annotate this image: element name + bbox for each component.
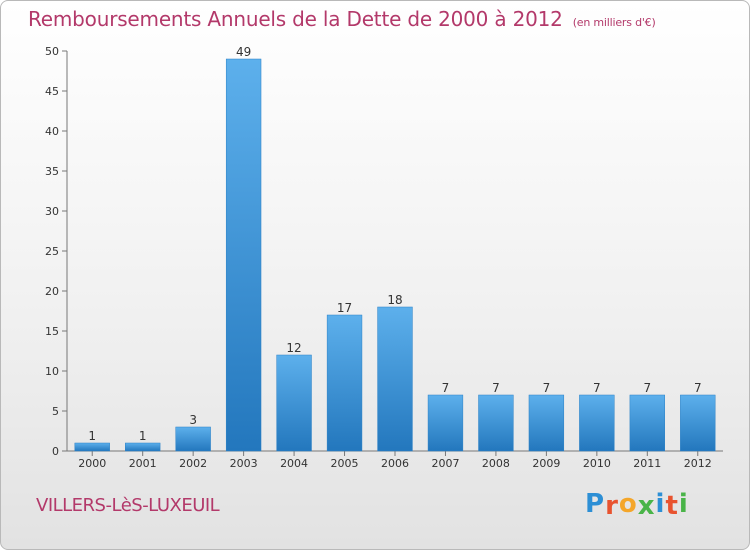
y-tick-label: 20: [45, 285, 59, 298]
bar-value-label: 7: [694, 381, 702, 395]
bar: [225, 58, 262, 452]
bar-value-label: 7: [442, 381, 450, 395]
y-tick-label: 15: [45, 325, 59, 338]
chart-axes: 0 5 10 15 20 25 30 35 40 45 50 2000 2001 2002 2003 2004…: [45, 45, 723, 470]
x-tick-label: 2010: [583, 457, 611, 470]
chart-title: Remboursements Annuels de la Dette de 20…: [28, 7, 656, 31]
bar: [680, 394, 716, 452]
bar-value-label: 18: [387, 293, 402, 307]
chart-bars: [74, 58, 716, 452]
bar: [528, 394, 565, 452]
bar-value-label: 12: [286, 341, 301, 355]
bar: [377, 306, 413, 452]
y-tick-label: 25: [45, 245, 59, 258]
bar-value-label: 7: [492, 381, 500, 395]
bar-value-label: 17: [337, 301, 352, 315]
bar-value-label: 49: [236, 45, 251, 59]
y-tick-label: 10: [45, 365, 59, 378]
bar: [276, 354, 312, 452]
x-tick-label: 2009: [532, 457, 560, 470]
chart-title-text: Remboursements Annuels de la Dette de 20…: [28, 7, 563, 31]
x-tick-label: 2002: [179, 457, 207, 470]
x-tick-label: 2007: [431, 457, 459, 470]
bar-value-label: 3: [189, 413, 197, 427]
y-tick-label: 35: [45, 165, 59, 178]
x-tick-label: 2011: [633, 457, 661, 470]
x-tick-label: 2001: [129, 457, 157, 470]
logo-letter: o: [618, 489, 638, 519]
x-tick-label: 2004: [280, 457, 308, 470]
logo-letter: i: [678, 489, 689, 519]
bar-value-label: 7: [593, 381, 601, 395]
bar: [326, 314, 363, 452]
bar: [427, 394, 464, 452]
chart-labels: 1 1 3 49 12 17 18 7 7 7 7 7 7: [88, 45, 701, 443]
y-tick-label: 50: [45, 45, 59, 58]
bar: [478, 394, 514, 452]
logo-letter: x: [637, 491, 656, 521]
y-tick-label: 45: [45, 85, 59, 98]
proxiti-logo: Proxiti: [585, 489, 689, 521]
x-tick-label: 2012: [684, 457, 712, 470]
logo-letter: r: [605, 491, 619, 521]
y-tick-label: 5: [52, 405, 59, 418]
bar: [629, 394, 665, 452]
bar: [579, 394, 615, 452]
bar-value-label: 1: [139, 429, 147, 443]
bar: [125, 442, 161, 452]
bar-value-label: 7: [543, 381, 551, 395]
chart-unit: (en milliers d'€): [572, 16, 656, 29]
bar-value-label: 1: [88, 429, 96, 443]
commune-name: VILLERS-LèS-LUXEUIL: [36, 495, 220, 516]
bar: [74, 442, 110, 452]
y-tick-label: 30: [45, 205, 59, 218]
x-tick-label: 2008: [482, 457, 510, 470]
x-tick-label: 2000: [78, 457, 106, 470]
y-tick-label: 40: [45, 125, 59, 138]
logo-letter: i: [655, 489, 666, 519]
logo-letter: P: [585, 489, 606, 519]
y-tick-label: 0: [52, 445, 59, 458]
logo-letter: t: [665, 491, 679, 521]
x-tick-label: 2006: [381, 457, 409, 470]
bar-value-label: 7: [643, 381, 651, 395]
bar: [175, 426, 211, 452]
x-tick-label: 2005: [331, 457, 359, 470]
x-tick-label: 2003: [230, 457, 258, 470]
